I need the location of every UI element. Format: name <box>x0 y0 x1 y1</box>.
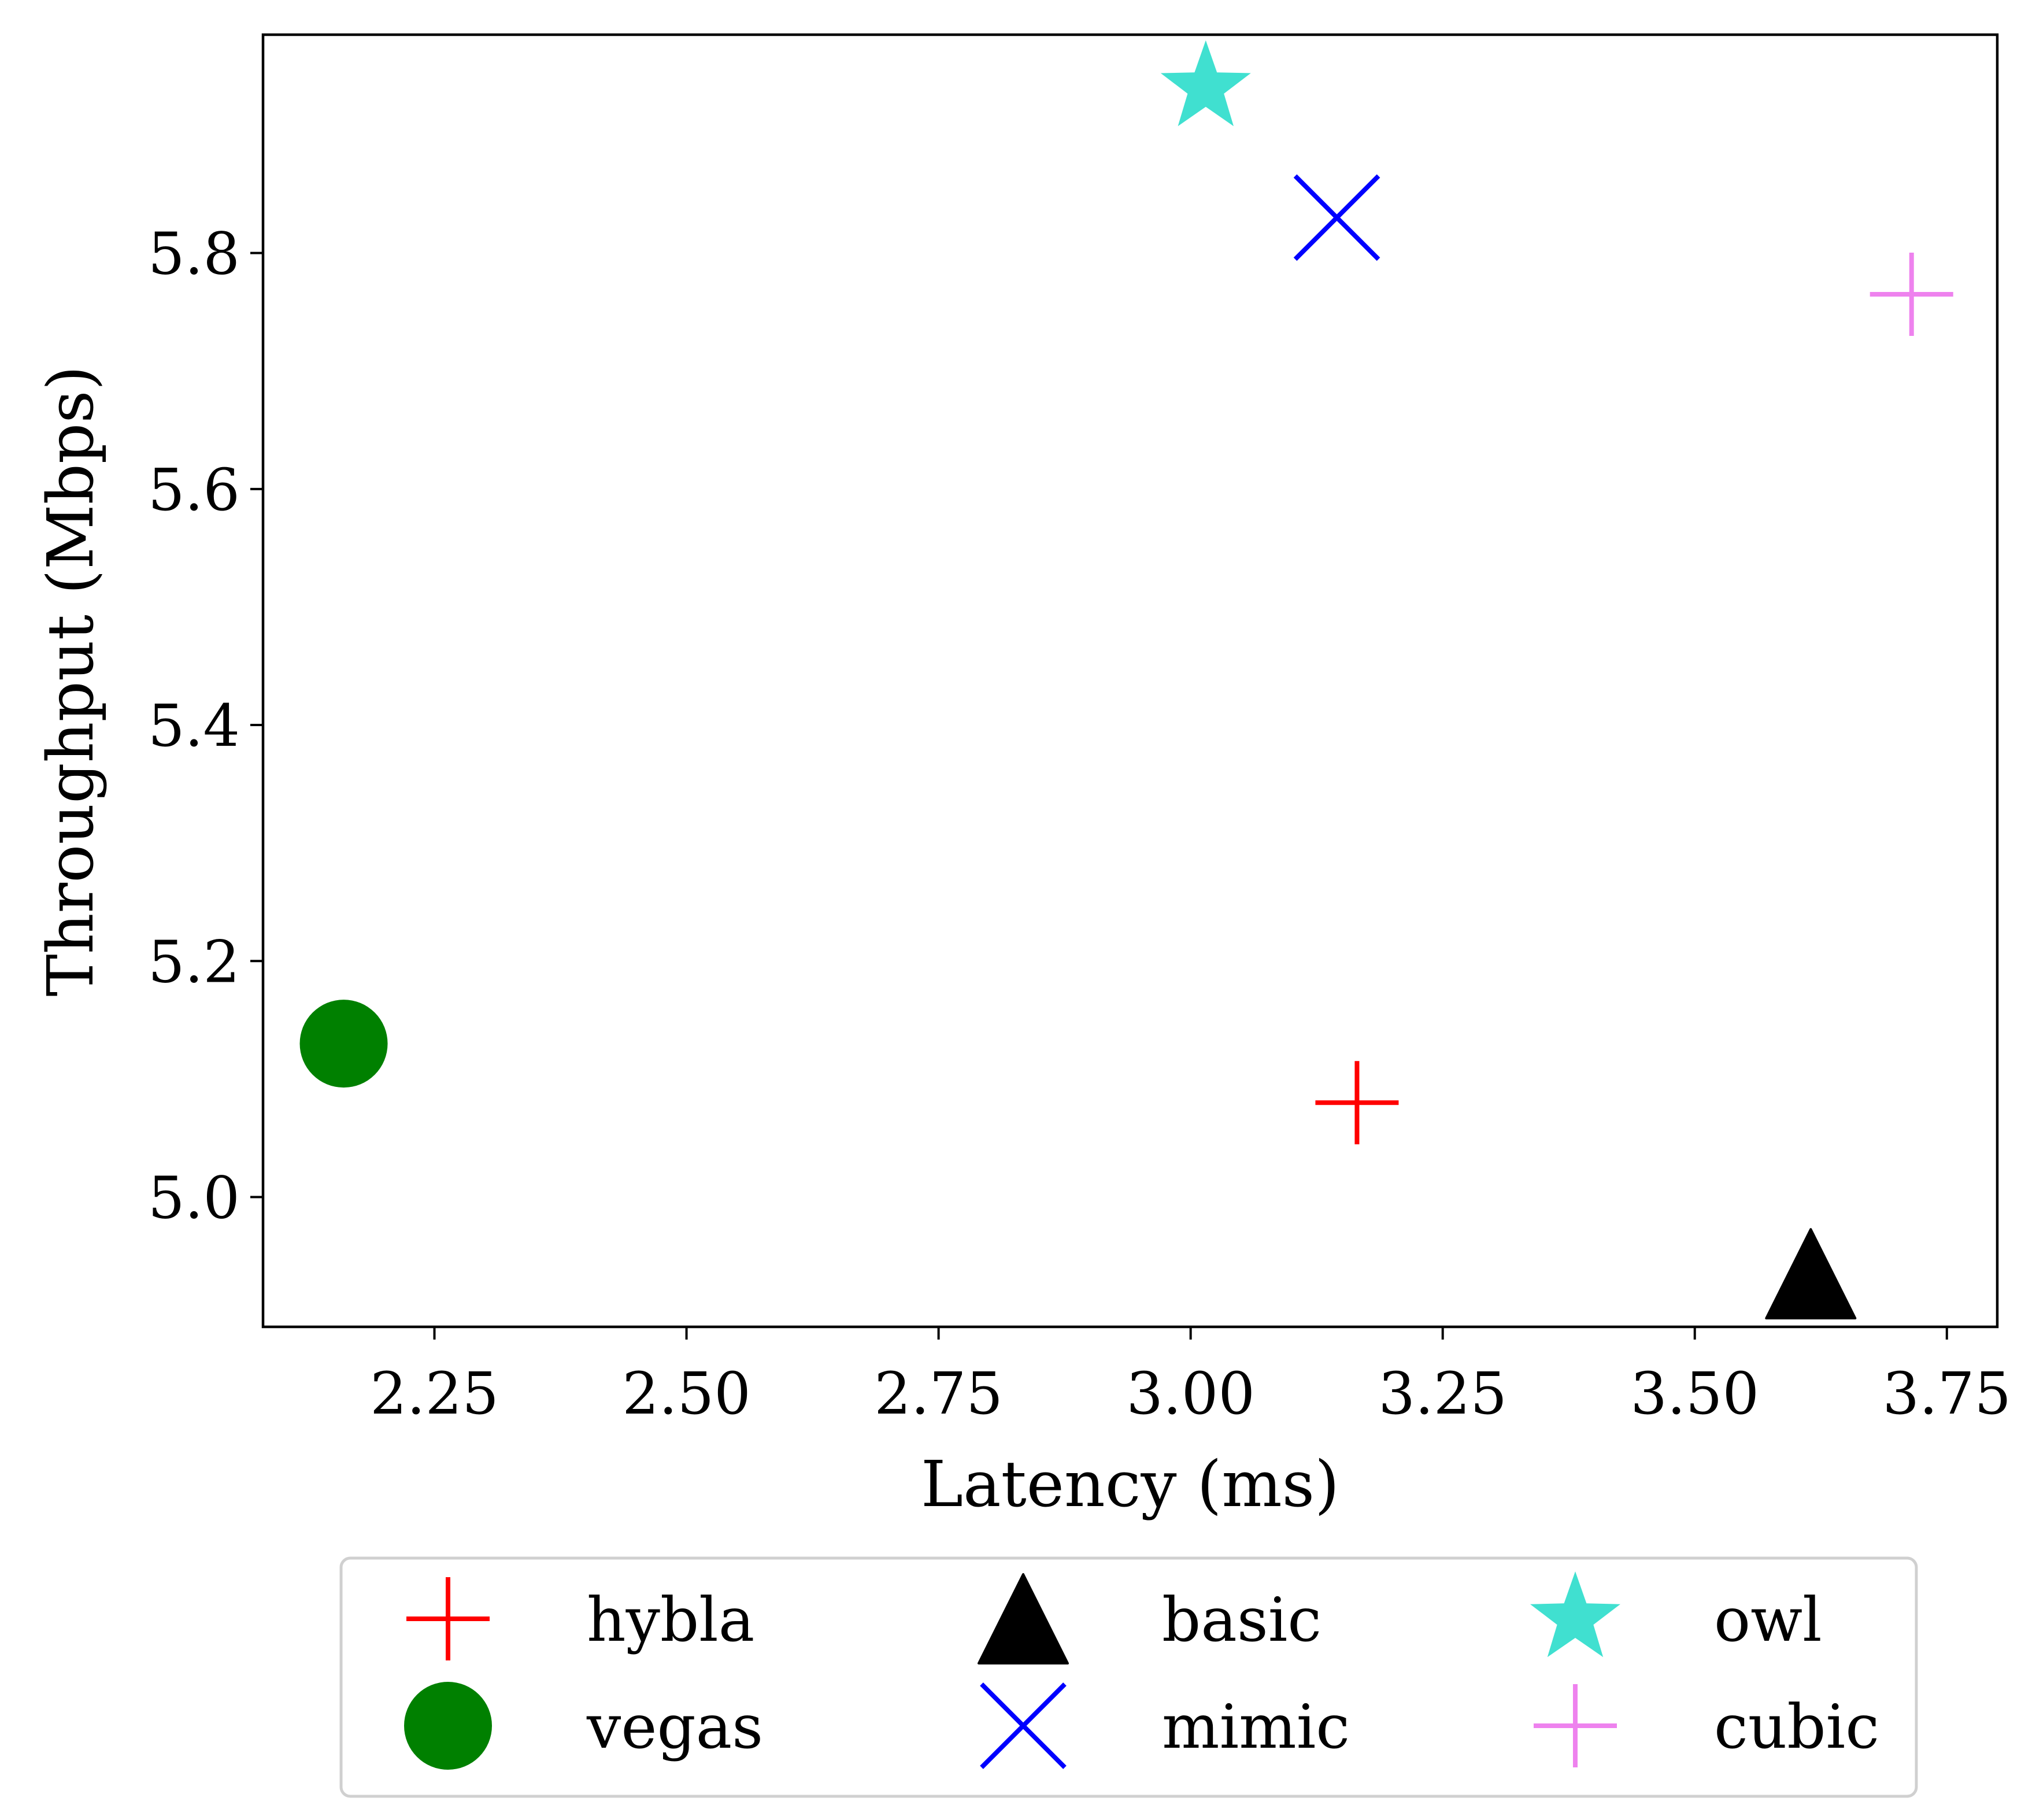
y-tick-label: 5.4 <box>148 692 240 760</box>
data-points <box>299 40 1953 1320</box>
data-point-mimic <box>1293 174 1380 261</box>
legend: hybla vegas basic mimic owl cubic <box>339 1556 1918 1798</box>
x-tick-label: 2.50 <box>622 1360 751 1427</box>
legend-label-owl: owl <box>1714 1585 1822 1655</box>
data-point-hybla <box>1315 1061 1399 1145</box>
data-point-owl <box>1160 40 1251 127</box>
legend-marker-vegas <box>404 1682 492 1770</box>
x-tick-label: 3.50 <box>1630 1360 1759 1427</box>
legend-frame <box>339 1556 1918 1798</box>
y-axis-label: Throughput (Mbps) <box>34 365 108 996</box>
data-point-vegas <box>299 1000 388 1088</box>
x-axis-ticks: 2.25 2.50 2.75 3.00 3.25 3.50 3.75 <box>370 1327 2011 1427</box>
y-tick-label: 5.6 <box>148 456 240 524</box>
legend-label-hybla: hybla <box>587 1585 754 1655</box>
y-tick-label: 5.2 <box>148 928 240 996</box>
data-point-basic <box>1765 1228 1857 1320</box>
x-axis-label: Latency (ms) <box>921 1447 1339 1521</box>
x-tick-label: 3.00 <box>1126 1360 1255 1427</box>
legend-label-basic: basic <box>1162 1585 1321 1655</box>
y-axis-ticks: 5.0 5.2 5.4 5.6 5.8 <box>148 220 263 1231</box>
legend-marker-cubic <box>1534 1684 1617 1767</box>
y-tick-label: 5.8 <box>148 220 240 288</box>
x-tick-label: 2.25 <box>370 1360 499 1427</box>
x-tick-label: 3.75 <box>1882 1360 2011 1427</box>
legend-label-mimic: mimic <box>1162 1692 1350 1762</box>
y-tick-label: 5.0 <box>148 1164 240 1231</box>
legend-marker-mimic <box>980 1682 1067 1769</box>
x-tick-label: 2.75 <box>874 1360 1003 1427</box>
legend-label-vegas: vegas <box>586 1692 763 1762</box>
legend-marker-hybla <box>406 1577 490 1660</box>
legend-marker-owl <box>1530 1571 1620 1658</box>
legend-marker-basic <box>978 1573 1069 1664</box>
x-tick-label: 3.25 <box>1378 1360 1507 1427</box>
data-point-cubic <box>1870 253 1953 336</box>
legend-label-cubic: cubic <box>1714 1692 1879 1762</box>
plot-area <box>261 33 1999 1329</box>
